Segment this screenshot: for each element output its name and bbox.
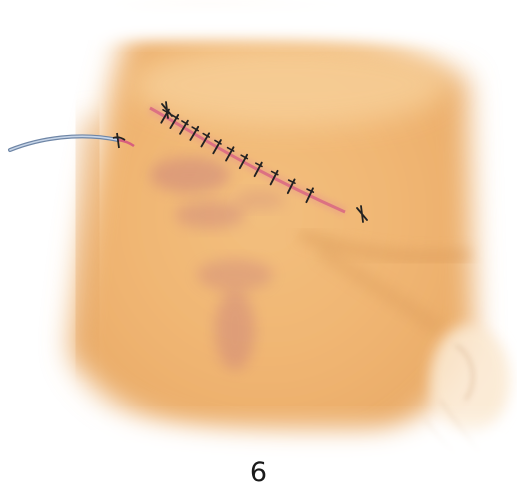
suture-stitch — [179, 119, 189, 135]
suture-end — [161, 101, 173, 119]
suture-stitch — [253, 161, 263, 178]
bruise-marks — [150, 157, 285, 370]
suture-stitch — [189, 125, 200, 141]
suture-stitch — [286, 178, 296, 195]
suture-stitch — [225, 146, 235, 162]
suture-stitch — [238, 153, 249, 170]
suture-stitch — [169, 114, 180, 130]
drain-stitch — [112, 132, 126, 149]
step-number: 6 — [249, 457, 268, 488]
suture-end — [356, 205, 368, 223]
suture-stitch — [212, 139, 222, 155]
drain-tube — [8, 134, 135, 152]
suture-stitch — [305, 187, 315, 204]
suture-stitch — [269, 169, 279, 186]
sutures — [160, 101, 368, 223]
suture-stitch — [200, 132, 211, 148]
